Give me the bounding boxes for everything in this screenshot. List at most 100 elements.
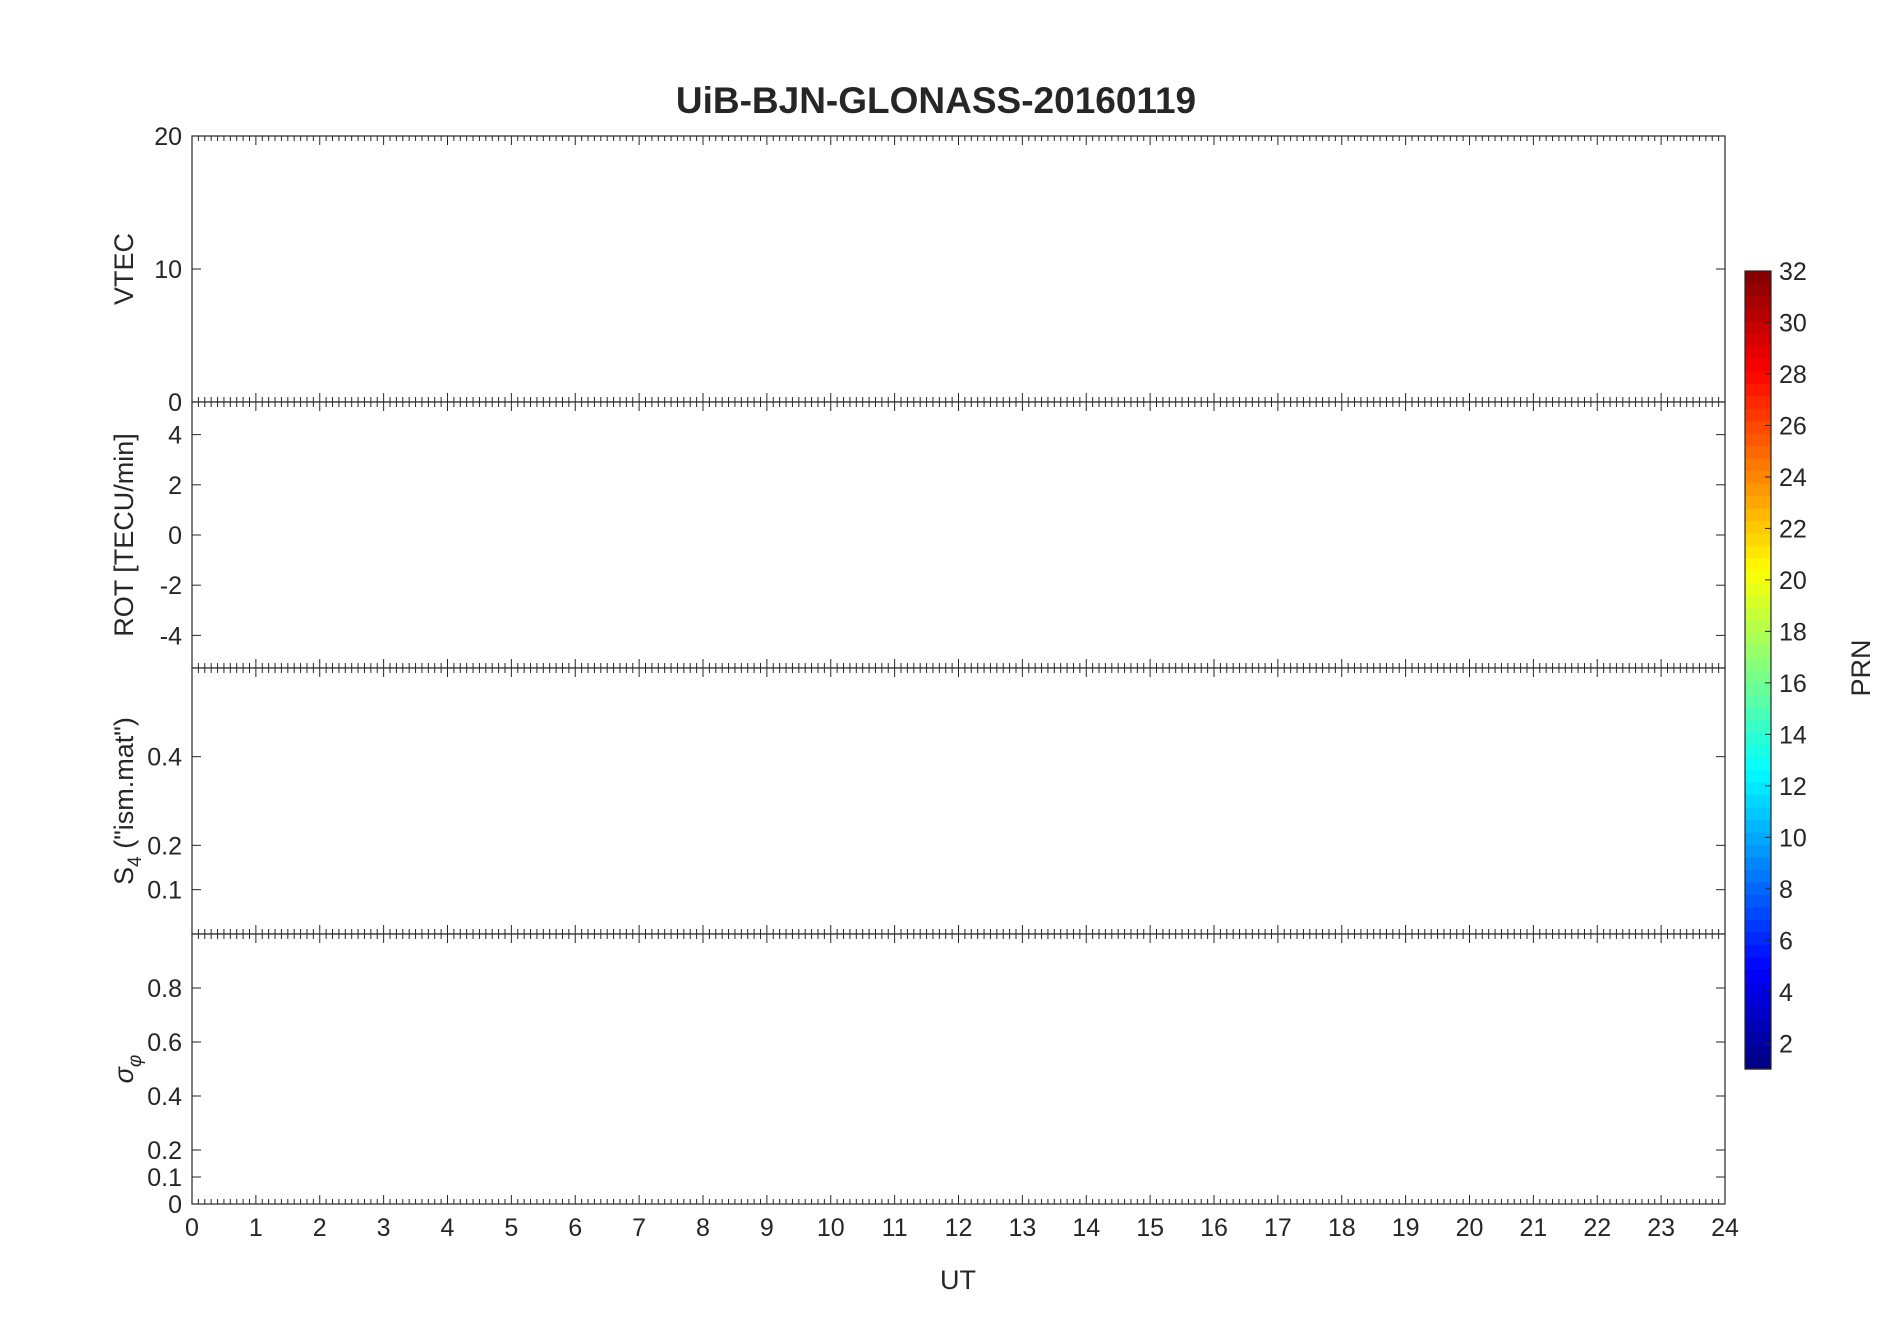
- x-tick-label: 20: [1456, 1214, 1484, 1242]
- colorbar-swatch: [1745, 271, 1771, 285]
- colorbar-swatch: [1745, 1006, 1771, 1020]
- colorbar-swatch: [1745, 857, 1771, 871]
- colorbar-swatch: [1745, 333, 1771, 347]
- colorbar-swatch: [1745, 956, 1771, 970]
- x-tick-label: 13: [1008, 1214, 1036, 1242]
- colorbar-swatch: [1745, 1019, 1771, 1033]
- x-tick-label: 9: [760, 1214, 774, 1242]
- x-tick-label: 17: [1264, 1214, 1292, 1242]
- panel-vtec: 0 10 20 VTEC: [109, 123, 1726, 417]
- colorbar-swatch: [1745, 782, 1771, 796]
- colorbar-tick-label: 10: [1779, 824, 1807, 852]
- colorbar-swatch: [1745, 744, 1771, 758]
- y-tick-label: 0.1: [147, 877, 182, 905]
- colorbar-tick-label: 4: [1779, 979, 1793, 1007]
- colorbar-swatch: [1745, 370, 1771, 384]
- colorbar-swatch: [1745, 694, 1771, 709]
- colorbar-swatch: [1745, 682, 1771, 696]
- colorbar-tick-label: 12: [1779, 773, 1807, 801]
- colorbar-swatch: [1745, 507, 1771, 521]
- colorbar-swatch: [1745, 358, 1771, 372]
- colorbar-swatch: [1745, 931, 1771, 945]
- x-tick-label: 11: [882, 1214, 908, 1242]
- colorbar-swatch: [1745, 557, 1771, 571]
- x-tick-label: 14: [1072, 1214, 1100, 1242]
- y-tick-label: 0: [168, 522, 182, 550]
- y-tick-label: 0.4: [147, 1083, 182, 1111]
- panel-frame: [191, 135, 1726, 403]
- y-tick-label: 0: [168, 389, 182, 417]
- x-axis-label: UT: [940, 1265, 976, 1295]
- y-tick-label: 4: [168, 422, 182, 450]
- colorbar-swatch: [1745, 894, 1771, 908]
- colorbar-swatch: [1745, 994, 1771, 1008]
- colorbar-tick-label: 24: [1779, 464, 1807, 492]
- colorbar-swatch: [1745, 495, 1771, 509]
- x-tick-label: 8: [696, 1214, 710, 1242]
- colorbar-tick-label: 18: [1779, 618, 1807, 646]
- colorbar-tick-label: 14: [1779, 721, 1807, 749]
- y-tick-label: 2: [168, 472, 182, 500]
- y-tick-label: 0.1: [147, 1164, 182, 1192]
- colorbar-swatch: [1745, 345, 1771, 359]
- colorbar-frame: [1744, 270, 1772, 1070]
- x-tick-label: 7: [632, 1214, 646, 1242]
- colorbar-swatch: [1745, 383, 1771, 397]
- y-axis-label: VTEC: [109, 233, 139, 305]
- colorbar-swatch: [1745, 906, 1771, 920]
- y-tick-label: 0.8: [147, 975, 182, 1003]
- colorbar-swatch: [1745, 707, 1771, 721]
- y-tick-label: 10: [154, 256, 182, 284]
- y-tick-label: 0.4: [147, 744, 182, 772]
- y-tick-label: 0.6: [147, 1029, 182, 1057]
- colorbar-swatch: [1745, 520, 1771, 534]
- x-tick-label: 18: [1328, 1214, 1356, 1242]
- x-tick-label: 24: [1711, 1214, 1739, 1242]
- panel-s4: 0.1 0.2 0.4S4 ("ism.mat"): [109, 667, 1726, 935]
- colorbar-tick-label: 6: [1779, 927, 1793, 955]
- colorbar-swatch: [1745, 283, 1771, 297]
- colorbar-swatch: [1745, 832, 1771, 846]
- colorbar-swatch: [1745, 295, 1771, 310]
- colorbar-label: PRN: [1846, 639, 1876, 696]
- colorbar-tick-label: 30: [1779, 309, 1807, 337]
- colorbar-swatch: [1745, 408, 1771, 422]
- colorbar-swatch: [1745, 881, 1771, 896]
- colorbar-swatch: [1745, 482, 1771, 497]
- y-tick-label: 0.2: [147, 832, 182, 860]
- colorbar-swatch: [1745, 794, 1771, 808]
- panel-frame: [191, 667, 1726, 935]
- x-tick-label: 22: [1583, 1214, 1611, 1242]
- colorbar-swatch: [1745, 1044, 1771, 1058]
- colorbar-tick-label: 22: [1779, 515, 1807, 543]
- colorbar-swatch: [1745, 807, 1771, 821]
- y-axis-label: S4 ("ism.mat"): [109, 717, 146, 885]
- x-tick-label: 16: [1200, 1214, 1228, 1242]
- colorbar-tick-label: 2: [1779, 1030, 1793, 1058]
- x-tick-label: 10: [817, 1214, 845, 1242]
- colorbar-swatch: [1745, 632, 1771, 646]
- colorbar-swatch: [1745, 458, 1771, 472]
- x-tick-label: 15: [1136, 1214, 1164, 1242]
- y-tick-label: 20: [154, 123, 182, 151]
- x-tick-label: 6: [568, 1214, 582, 1242]
- colorbar-swatch: [1745, 607, 1771, 621]
- y-tick-label: -4: [160, 622, 182, 650]
- colorbar-swatch: [1745, 582, 1771, 596]
- y-axis-label: σφ: [109, 1055, 146, 1084]
- colorbar-swatch: [1745, 620, 1771, 634]
- colorbar-swatch: [1745, 719, 1771, 733]
- x-tick-label: 4: [441, 1214, 455, 1242]
- colorbar-swatch: [1745, 308, 1771, 322]
- chart-title: UiB-BJN-GLONASS-20160119: [676, 80, 1196, 121]
- colorbar-tick-label: 32: [1779, 258, 1807, 286]
- colorbar-tick-label: 26: [1779, 412, 1807, 440]
- colorbar-swatch: [1745, 420, 1771, 434]
- colorbar-swatch: [1745, 570, 1771, 584]
- colorbar-swatch: [1745, 645, 1771, 659]
- colorbar-swatch: [1745, 969, 1771, 983]
- colorbar-swatch: [1745, 395, 1771, 409]
- colorbar-swatch: [1745, 532, 1771, 546]
